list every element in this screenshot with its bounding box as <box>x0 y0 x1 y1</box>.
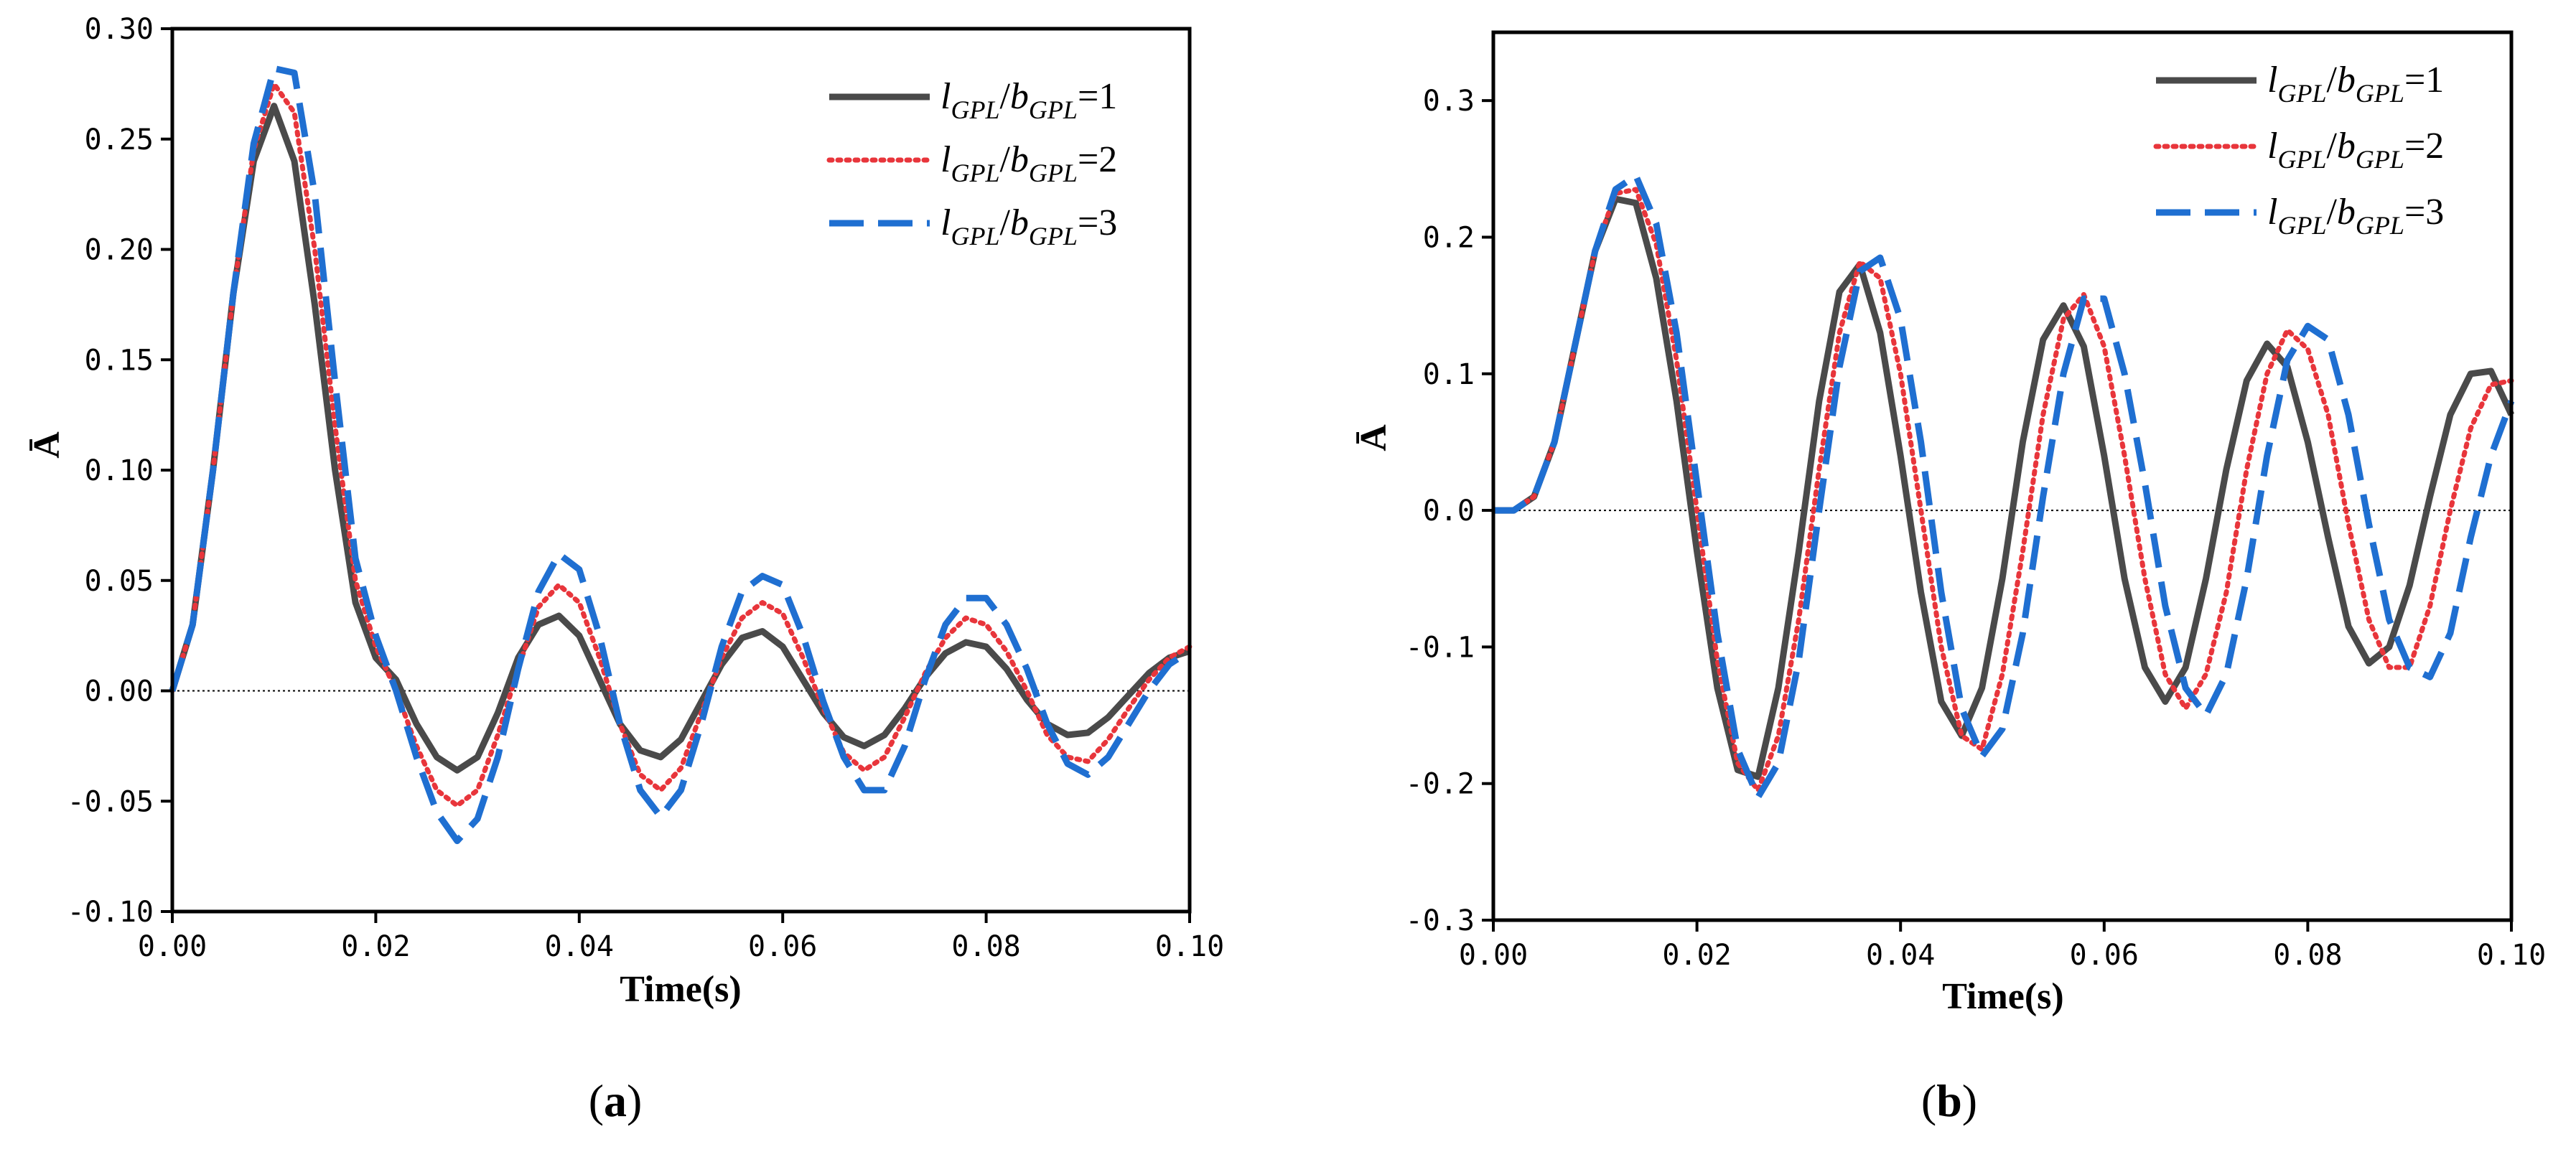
y-tick-label: 0.25 <box>85 123 154 156</box>
legend-label-2: lGPL/bGPL=2 <box>2267 126 2444 174</box>
x-tick-label: 0.02 <box>1662 939 1731 972</box>
y-tick-label: 0.30 <box>85 13 154 46</box>
legend-label-3: lGPL/bGPL=3 <box>941 202 1117 250</box>
x-tick-label: 0.04 <box>545 930 614 963</box>
y-tick-label: 0.1 <box>1423 358 1475 391</box>
x-tick-label: 0.10 <box>2477 939 2546 972</box>
panel-a-chart: 0.00 0.02 0.04 0.06 0.08 0.10 -0.10 -0.05 0.00 0.… <box>27 13 1224 1126</box>
y-tick-label: 0.00 <box>85 675 154 708</box>
panel-b-chart: 0.00 0.02 0.04 0.06 0.08 0.10 -0.3 -0.2 -0.1 0.0 0… <box>1353 30 2546 1126</box>
y-tick-label: 0.20 <box>85 234 154 267</box>
y-tick-label: 0.05 <box>85 565 154 598</box>
panel-label: (b) <box>1921 1075 1977 1126</box>
x-axis-title: Time(s) <box>620 969 741 1010</box>
series-line-3 <box>169 65 1192 845</box>
legend-label-1: lGPL/bGPL=1 <box>2267 60 2444 108</box>
y-tick-label: 0.3 <box>1423 85 1475 118</box>
x-tick-label: 0.08 <box>951 930 1020 963</box>
x-tick-label: 0.08 <box>2273 939 2342 972</box>
x-tick-label: 0.00 <box>138 930 207 963</box>
x-axis-title: Time(s) <box>1942 976 2063 1017</box>
y-tick-label: -0.05 <box>67 785 154 818</box>
y-tick-label: -0.1 <box>1406 631 1475 664</box>
y-tick-label: -0.10 <box>67 896 154 929</box>
legend-label-3: lGPL/bGPL=3 <box>2267 192 2444 240</box>
y-axis-title: Ā <box>27 431 67 459</box>
series-line-3 <box>1493 172 2515 801</box>
series-line-1 <box>1493 195 2515 780</box>
y-tick-label: -0.2 <box>1406 768 1475 801</box>
legend-label-1: lGPL/bGPL=1 <box>941 76 1117 124</box>
y-tick-label: -0.3 <box>1406 904 1475 937</box>
y-tick-label: 0.2 <box>1423 221 1475 254</box>
y-tick-label: 0.15 <box>85 344 154 377</box>
y-tick-label: 0.0 <box>1423 495 1475 528</box>
series-line-2 <box>1490 187 2514 793</box>
series-line-1 <box>169 103 1191 774</box>
y-tick-label: 0.10 <box>85 454 154 487</box>
series-line-2 <box>169 81 1193 808</box>
plot-frame <box>1491 30 2514 922</box>
x-tick-label: 0.06 <box>748 930 817 963</box>
x-tick-label: 0.06 <box>2070 939 2139 972</box>
panel-label: (a) <box>589 1075 643 1126</box>
y-axis-title: Ā <box>1353 424 1394 451</box>
legend-label-2: lGPL/bGPL=2 <box>941 139 1117 187</box>
x-tick-label: 0.10 <box>1155 930 1224 963</box>
x-tick-label: 0.00 <box>1459 939 1528 972</box>
x-tick-label: 0.02 <box>341 930 410 963</box>
x-tick-label: 0.04 <box>1866 939 1935 972</box>
